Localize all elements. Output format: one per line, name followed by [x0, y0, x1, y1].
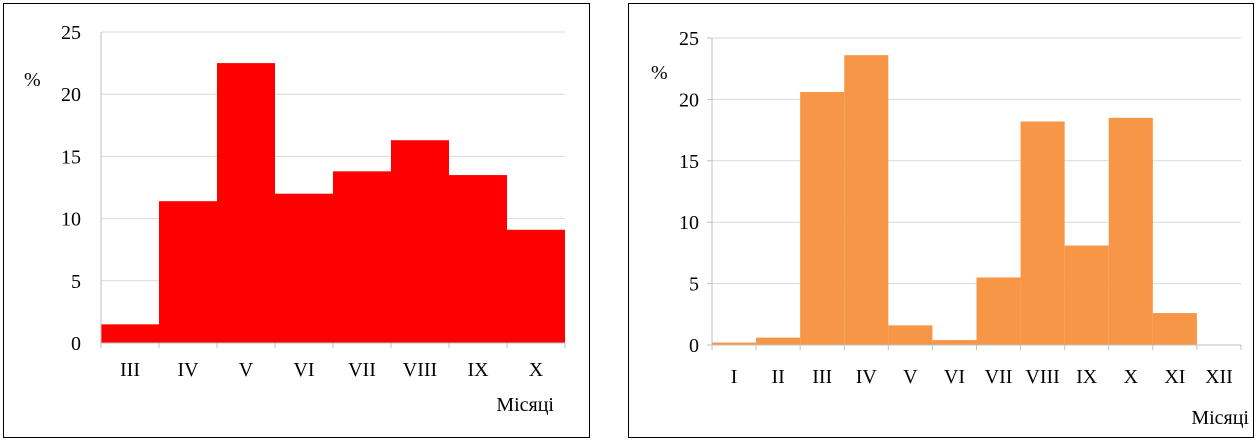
x-tick-label: III: [812, 366, 832, 388]
x-axis-title: Місяці: [496, 394, 554, 416]
y-tick-label: 10: [61, 209, 81, 231]
bar-vii: [976, 277, 1021, 345]
y-tick-label: 15: [61, 146, 81, 168]
x-tick-label: V: [239, 359, 254, 381]
y-tick-label: 0: [689, 335, 699, 357]
bar-vii: [333, 171, 391, 343]
bar-viii: [1020, 121, 1065, 345]
x-tick-label: IV: [856, 366, 878, 388]
x-tick-label: II: [771, 366, 784, 388]
bar-ix: [1064, 245, 1109, 345]
y-axis-title: %: [24, 69, 41, 91]
right-chart-panel: 0 5 10 15 20 25 I II III IV V VI VII VIII IX X XI XII% Міс…: [628, 3, 1254, 438]
y-tick-label: 5: [71, 271, 81, 293]
x-tick-label: VIII: [403, 359, 437, 381]
x-tick-label: IV: [177, 359, 199, 381]
bar-vi: [275, 193, 333, 343]
x-tick-label: VII: [348, 359, 376, 381]
x-tick-label: XI: [1164, 366, 1185, 388]
x-tick-label: VI: [944, 366, 965, 388]
left-bar-chart: 0 5 10 15 20 25 III IV V VI VII VIII IX X% Місяці: [24, 22, 566, 416]
bar-ix: [449, 175, 507, 343]
y-tick-label: 20: [679, 89, 699, 111]
y-tick-label: 5: [689, 274, 699, 296]
x-tick-label: I: [731, 366, 738, 388]
y-tick-label: 10: [679, 212, 699, 234]
y-tick-label: 0: [71, 333, 81, 355]
x-tick-label: VIII: [1025, 366, 1059, 388]
x-tick-label: X: [1124, 366, 1139, 388]
y-axis-title: %: [651, 62, 668, 84]
bar-vi: [932, 340, 977, 345]
y-tick-label: 25: [679, 28, 699, 50]
bar-v: [217, 63, 275, 343]
bar-v: [888, 325, 933, 345]
bar-i: [712, 342, 757, 345]
x-axis-title: Місяці: [1191, 407, 1249, 429]
bar-iii: [101, 324, 159, 343]
bar-iii: [800, 92, 845, 345]
bar-x: [507, 229, 565, 343]
bar-viii: [391, 140, 449, 343]
bar-iv: [844, 55, 889, 345]
x-tick-label: V: [903, 366, 918, 388]
bar-x: [1108, 117, 1153, 345]
x-tick-label: III: [120, 359, 140, 381]
x-tick-label: IX: [467, 359, 489, 381]
y-tick-label: 20: [61, 84, 81, 106]
bar-ii: [756, 337, 801, 345]
bar-xi: [1152, 313, 1197, 345]
bar-iv: [159, 201, 217, 343]
x-tick-label: X: [529, 359, 544, 381]
x-tick-label: VI: [293, 359, 314, 381]
y-tick-label: 15: [679, 151, 699, 173]
left-chart-panel: 0 5 10 15 20 25 III IV V VI VII VIII IX X% Місяці: [3, 3, 590, 438]
x-tick-label: XII: [1205, 366, 1233, 388]
x-tick-label: IX: [1076, 366, 1098, 388]
x-tick-label: VII: [985, 366, 1013, 388]
y-tick-label: 25: [61, 22, 81, 44]
